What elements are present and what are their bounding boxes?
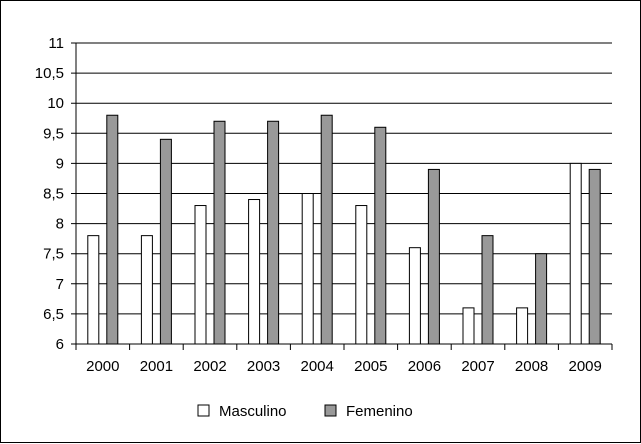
legend: Masculino Femenino (197, 403, 413, 420)
bar-femenino-2000 (106, 114, 119, 345)
x-tick-label: 2001 (140, 358, 173, 375)
y-tick-label: 9 (56, 155, 64, 172)
bar-masculino-2005 (355, 205, 368, 345)
x-tick-label: 2006 (408, 358, 441, 375)
bar-masculino-2002 (194, 205, 207, 345)
y-tick-label: 9,5 (43, 125, 64, 142)
y-tick-label: 10,5 (35, 65, 64, 82)
x-axis-tick-labels: 2000 2001 2002 2003 2004 2005 2006 2007 2008 2009 (86, 358, 602, 375)
bar-femenino-2009 (588, 168, 601, 345)
x-tick-label: 2005 (354, 358, 387, 375)
bar-femenino-2001 (159, 138, 172, 345)
bar-masculino-2000 (87, 235, 100, 345)
bar-masculino-2009 (569, 162, 582, 345)
y-tick-label: 8 (56, 216, 64, 233)
legend-swatch-femenino (324, 404, 337, 417)
x-tick-label: 2004 (301, 358, 334, 375)
y-tick-label: 6 (56, 336, 64, 353)
bars (87, 114, 601, 345)
bar-masculino-2001 (140, 235, 153, 345)
x-tick-label: 2007 (461, 358, 494, 375)
bar-femenino-2008 (535, 253, 548, 345)
bar-femenino-2006 (427, 168, 440, 345)
bar-masculino-2006 (408, 247, 421, 345)
bar-femenino-2007 (481, 235, 494, 345)
axes (75, 43, 613, 350)
legend-label-masculino: Masculino (219, 403, 287, 420)
y-tick-label: 10 (47, 95, 64, 112)
y-axis-tick-labels: 6 6,5 7 7,5 8 8,5 9 9,5 10 10,5 11 (35, 35, 64, 353)
x-tick-label: 2000 (86, 358, 119, 375)
bar-femenino-2003 (267, 120, 280, 345)
y-tick-label: 7 (56, 276, 64, 293)
y-tick-label: 7,5 (43, 246, 64, 263)
bar-femenino-2004 (320, 114, 333, 345)
y-tick-label: 8,5 (43, 186, 64, 203)
y-tick-label: 11 (48, 35, 64, 52)
x-tick-label: 2009 (569, 358, 602, 375)
x-tick-label: 2008 (515, 358, 548, 375)
legend-label-femenino: Femenino (346, 403, 413, 420)
bar-masculino-2008 (516, 307, 529, 345)
bar-femenino-2005 (374, 126, 387, 345)
x-tick-label: 2002 (193, 358, 226, 375)
bar-masculino-2004 (301, 193, 314, 345)
bar-masculino-2003 (248, 199, 261, 345)
legend-swatch-masculino (197, 404, 210, 417)
bar-femenino-2002 (213, 120, 226, 345)
bar-masculino-2007 (462, 307, 475, 345)
y-tick-label: 6,5 (43, 306, 64, 323)
x-tick-label: 2003 (247, 358, 280, 375)
